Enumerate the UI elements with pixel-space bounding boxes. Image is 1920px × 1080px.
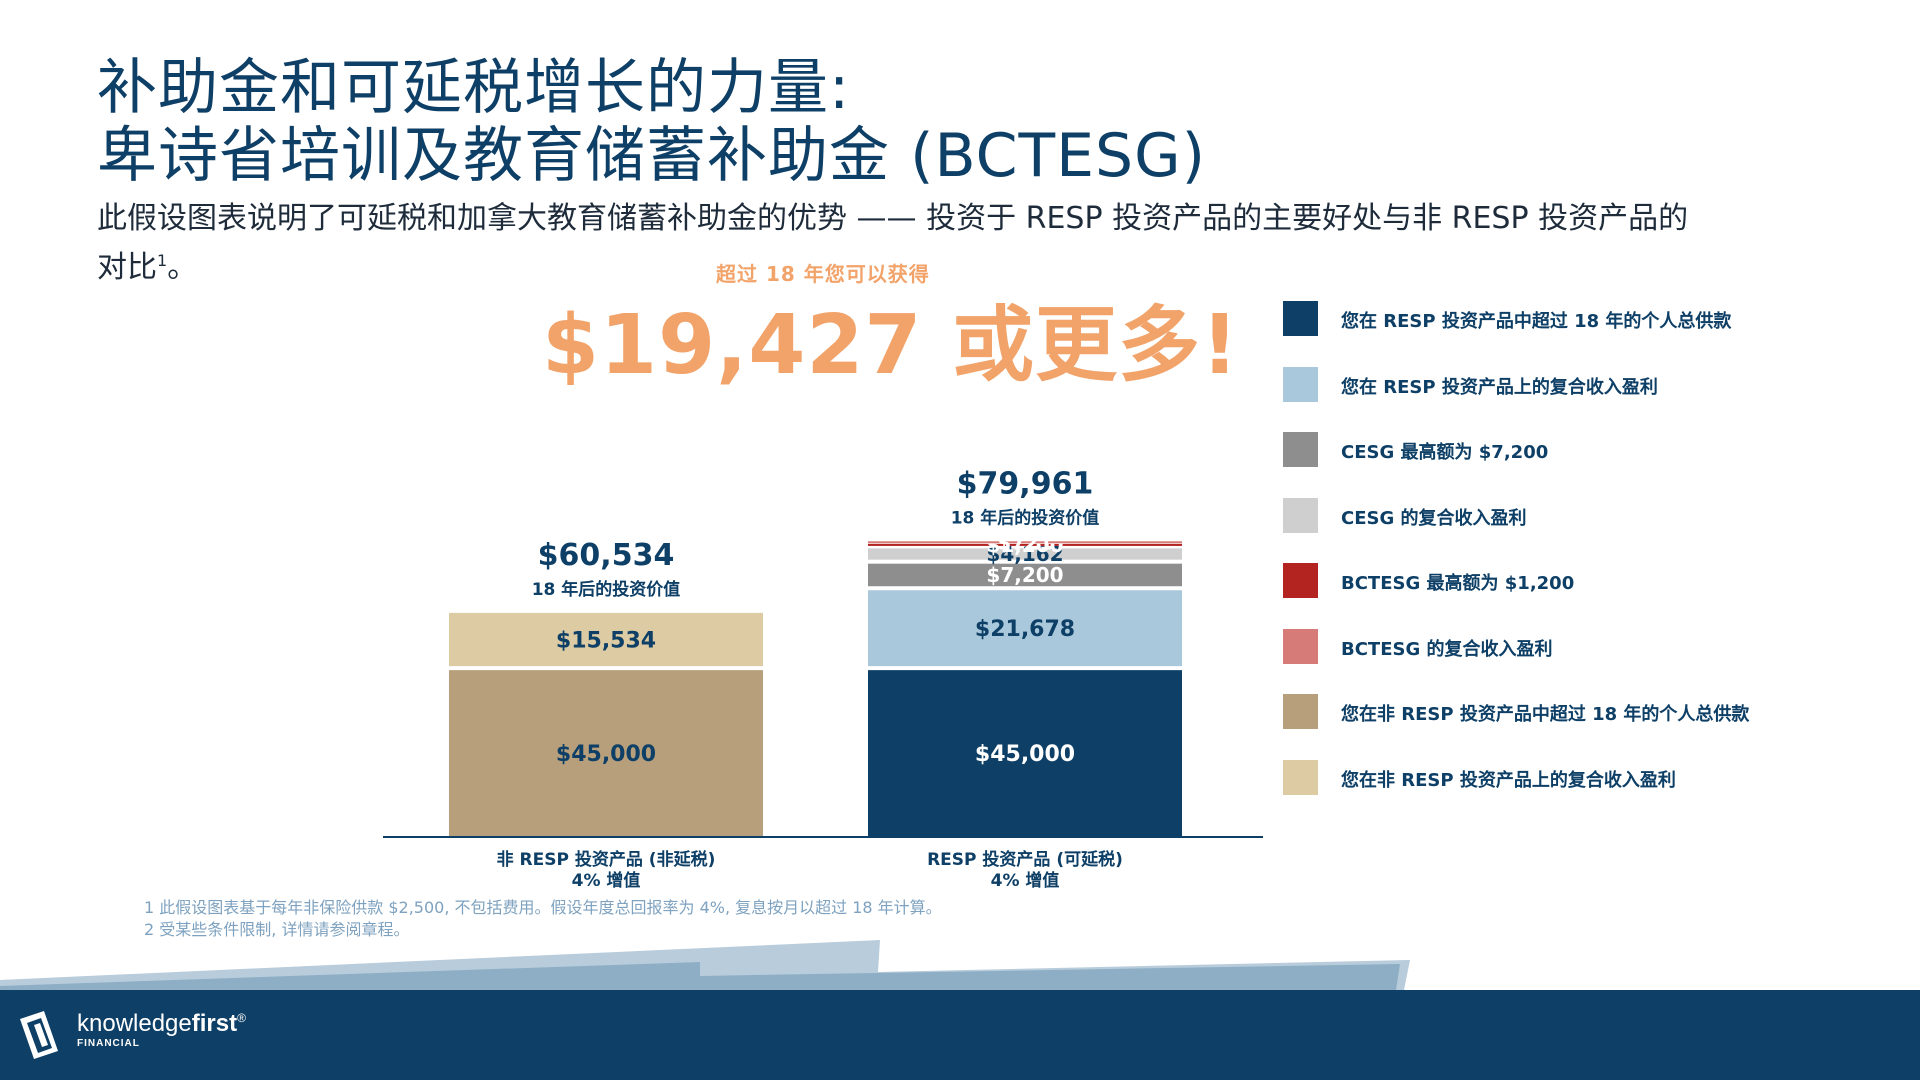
legend-label: CESG 最高额为 $7,200 — [1341, 442, 1549, 463]
data-label: $45,000 — [556, 742, 656, 767]
knowledge-first-logo-icon — [20, 1011, 58, 1059]
bar-segment — [868, 563, 1182, 587]
legend-swatch — [1283, 694, 1318, 729]
legend-swatch — [1283, 628, 1318, 664]
category-label: RESP 投资产品 (可延税) — [927, 849, 1123, 870]
brand-name-regular: knowledge — [77, 1010, 192, 1037]
legend-label: CESG 的复合收入盈利 — [1341, 507, 1527, 529]
bar-segment — [868, 590, 1182, 667]
footnotes: 1 此假设图表基于每年非保险供款 $2,500, 不包括费用。假设年度总回报率为… — [144, 897, 942, 941]
legend-swatch — [1283, 301, 1318, 336]
subtitle-end: 。 — [167, 250, 198, 285]
title-line-2: 卑诗省培训及教育储蓄补助金 (BCTESG) — [97, 121, 1207, 191]
brand-name-bold: first — [191, 1010, 238, 1037]
bar-segment — [868, 548, 1182, 560]
legend-swatch — [1283, 497, 1318, 533]
footnote-1: 1 此假设图表基于每年非保险供款 $2,500, 不包括费用。假设年度总回报率为… — [144, 898, 942, 917]
legend-label: 您在非 RESP 投资产品中超过 18 年的个人总供款 — [1341, 704, 1750, 725]
subtitle-text: 此假设图表说明了可延税和加拿大教育储蓄补助金的优势 —— 投资于 RESP 投资… — [97, 201, 1689, 285]
footer-band — [0, 990, 1920, 1080]
category-sublabel: 4% 增值 — [991, 870, 1060, 891]
legend-label: 您在非 RESP 投资产品上的复合收入盈利 — [1341, 769, 1676, 791]
legend-label: 您在 RESP 投资产品中超过 18 年的个人总供款 — [1341, 311, 1732, 332]
subtitle-footnote-ref: 1 — [157, 251, 168, 270]
bar-segment — [868, 541, 1182, 544]
data-label: $7,200 — [986, 563, 1063, 587]
category-label: 非 RESP 投资产品 (非延税) — [497, 849, 716, 870]
legend-label: BCTESG 的复合收入盈利 — [1341, 638, 1553, 660]
highlight-amount: $19,427 或更多! — [542, 298, 1240, 393]
footnote-2: 2 受某些条件限制, 详情请参阅章程。 — [144, 920, 410, 939]
title-line-1: 补助金和可延税增长的力量: — [97, 53, 851, 123]
bar-segment — [868, 670, 1182, 836]
legend-swatch — [1283, 759, 1318, 795]
page-subtitle: 此假设图表说明了可延税和加拿大教育储蓄补助金的优势 —— 投资于 RESP 投资… — [97, 198, 1697, 289]
legend-label: 您在 RESP 投资产品上的复合收入盈利 — [1341, 376, 1658, 398]
data-label: $1,200 — [986, 533, 1063, 557]
category-sublabel: 4% 增值 — [572, 870, 641, 891]
data-label: $21,678 — [975, 617, 1075, 642]
total-label: $79,961 — [957, 466, 1094, 501]
brand-subtitle: FINANCIAL — [77, 1038, 140, 1049]
highlight-caption: 超过 18 年您可以获得 — [716, 262, 930, 286]
legend-swatch — [1283, 563, 1318, 598]
total-sublabel: 18 年后的投资价值 — [532, 579, 681, 600]
bar-segment — [449, 612, 763, 667]
legend-label: BCTESG 最高额为 $1,200 — [1341, 573, 1575, 594]
brand-name: knowledgefirst® — [77, 1010, 246, 1038]
total-label: $60,534 — [538, 538, 675, 573]
data-label: $45,000 — [975, 742, 1075, 767]
data-label: $15,534 — [556, 629, 656, 654]
total-sublabel: 18 年后的投资价值 — [951, 507, 1100, 528]
page-title: 补助金和可延税增长的力量: 卑诗省培训及教育储蓄补助金 (BCTESG) — [97, 54, 1206, 190]
data-label: $721 — [997, 530, 1053, 554]
legend-swatch — [1283, 432, 1318, 467]
legend-swatch — [1283, 366, 1318, 402]
brand-reg-mark: ® — [237, 1011, 246, 1025]
data-label: $4,162 — [986, 542, 1063, 566]
bar-segment — [868, 543, 1182, 546]
bar-segment — [449, 670, 763, 836]
